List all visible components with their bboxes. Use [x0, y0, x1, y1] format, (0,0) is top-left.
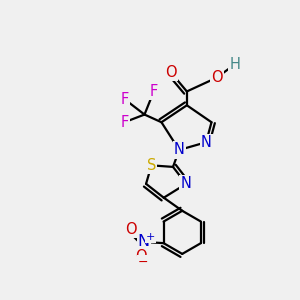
- Text: +: +: [146, 232, 155, 242]
- Text: O: O: [135, 250, 146, 265]
- Text: O: O: [125, 222, 137, 237]
- Text: N: N: [181, 176, 191, 191]
- Text: N: N: [138, 235, 150, 250]
- Text: N: N: [201, 135, 212, 150]
- Text: F: F: [150, 84, 158, 99]
- Text: H: H: [229, 57, 240, 72]
- Text: S: S: [147, 158, 156, 173]
- Text: −: −: [138, 256, 148, 269]
- Text: F: F: [120, 92, 129, 106]
- Text: O: O: [211, 70, 223, 85]
- Text: N: N: [174, 142, 184, 158]
- Text: F: F: [120, 115, 129, 130]
- Text: O: O: [165, 65, 176, 80]
